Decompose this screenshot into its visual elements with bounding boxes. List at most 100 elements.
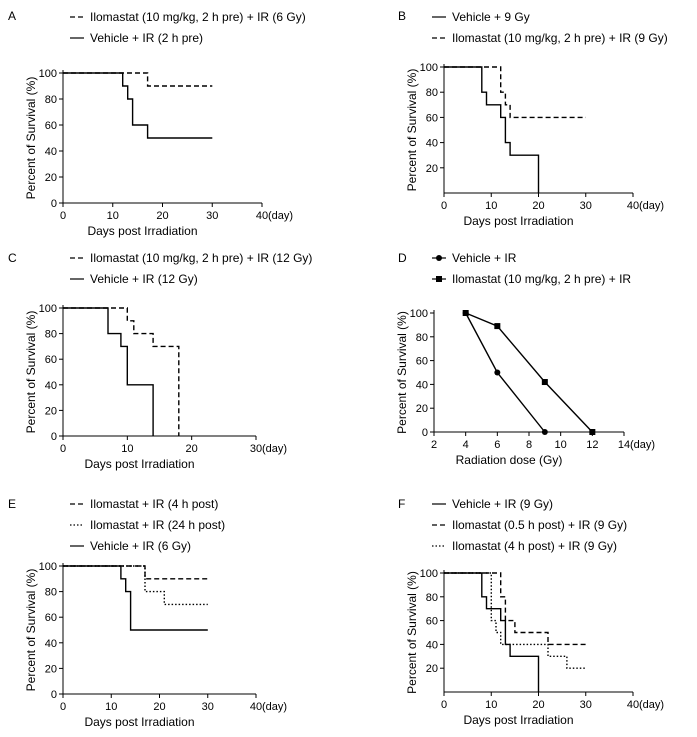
y-tick-label: 60 bbox=[45, 612, 57, 624]
panel-label: C bbox=[8, 251, 17, 265]
y-axis-label: Percent of Survival (%) bbox=[24, 311, 38, 434]
series-line-2 bbox=[63, 565, 208, 606]
data-point bbox=[462, 310, 469, 316]
x-tick-label: 20 bbox=[156, 210, 168, 222]
y-tick-label: 60 bbox=[416, 356, 428, 368]
x-tick-label: 10 bbox=[107, 210, 119, 222]
panel-label: E bbox=[8, 497, 16, 511]
panel-c: C Ilomastat (10 mg/kg, 2 h pre) + IR (12 … bbox=[8, 251, 312, 471]
x-tick-label: 10 bbox=[105, 701, 117, 713]
y-tick-label: 100 bbox=[420, 568, 438, 580]
y-tick-label: 100 bbox=[420, 62, 438, 74]
y-tick-label: 0 bbox=[51, 689, 57, 701]
y-axis-label: Percent of Survival (%) bbox=[405, 571, 419, 694]
x-tick-label: 30 bbox=[580, 200, 592, 212]
x-tick-label: 30 bbox=[580, 699, 592, 711]
panel-label: D bbox=[398, 251, 407, 265]
y-tick-label: 40 bbox=[426, 138, 438, 150]
y-tick-label: 60 bbox=[45, 354, 57, 366]
legend-entry: Ilomastat + IR (24 h post) bbox=[70, 518, 225, 532]
y-tick-label: 20 bbox=[426, 163, 438, 175]
x-axis-label: Days post Irradiation bbox=[84, 715, 194, 729]
y-tick-label: 60 bbox=[45, 120, 57, 132]
x-tick-label: 20 bbox=[532, 200, 544, 212]
y-tick-label: 60 bbox=[426, 112, 438, 124]
legend-label: Ilomastat (10 mg/kg, 2 h pre) + IR (9 Gy… bbox=[452, 31, 668, 45]
legend-entry: Vehicle + IR bbox=[432, 251, 517, 265]
y-tick-label: 40 bbox=[416, 379, 428, 391]
x-axis-label: Days post Irradiation bbox=[463, 713, 573, 727]
y-tick-label: 40 bbox=[45, 146, 57, 158]
series-line-3 bbox=[63, 565, 208, 631]
x-tick-label: 10 bbox=[121, 443, 133, 455]
data-point bbox=[541, 429, 548, 435]
legend-label: Vehicle + IR (2 h pre) bbox=[90, 31, 203, 45]
data-point bbox=[494, 369, 501, 376]
series-line-2 bbox=[63, 72, 213, 139]
panel-e: E Ilomastat + IR (4 h post) Ilomastat + IR… bbox=[8, 497, 287, 729]
legend-label: Vehicle + IR (9 Gy) bbox=[452, 497, 553, 511]
series-line-1 bbox=[63, 565, 208, 580]
legend-label: Vehicle + IR (6 Gy) bbox=[90, 539, 191, 553]
y-tick-label: 40 bbox=[45, 638, 57, 650]
x-tick-label: 40 bbox=[250, 701, 262, 713]
x-tick-label: 0 bbox=[60, 701, 66, 713]
x-unit-label: (day) bbox=[639, 699, 664, 711]
panel-b: B Vehicle + 9 Gy Ilomastat (10 mg/kg, 2 h … bbox=[398, 9, 668, 228]
y-tick-label: 0 bbox=[51, 431, 57, 443]
x-tick-label: 0 bbox=[60, 210, 66, 222]
panel-a: A Ilomastat (10 mg/kg, 2 h pre) + IR (6 G… bbox=[8, 9, 306, 238]
y-tick-label: 100 bbox=[39, 561, 57, 573]
legend-entry: Vehicle + IR (6 Gy) bbox=[70, 539, 191, 553]
series-line-1 bbox=[444, 66, 540, 193]
x-unit-label: (day) bbox=[268, 210, 293, 222]
legend-label: Ilomastat + IR (24 h post) bbox=[90, 518, 225, 532]
x-tick-label: 30 bbox=[206, 210, 218, 222]
legend-marker-circle bbox=[436, 255, 442, 261]
y-tick-label: 80 bbox=[426, 592, 438, 604]
legend-label: Ilomastat (10 mg/kg, 2 h pre) + IR (12 G… bbox=[90, 251, 312, 265]
legend-entry: Ilomastat + IR (4 h post) bbox=[70, 497, 218, 511]
legend-entry: Ilomastat (4 h post) + IR (9 Gy) bbox=[432, 539, 617, 553]
panel-d: D Vehicle + IR Ilomastat (10 mg/kg, 2 h pr… bbox=[395, 251, 655, 467]
y-tick-label: 100 bbox=[39, 303, 57, 315]
legend-label: Vehicle + 9 Gy bbox=[452, 10, 530, 24]
y-tick-label: 20 bbox=[416, 403, 428, 415]
y-tick-label: 20 bbox=[45, 172, 57, 184]
legend-label: Ilomastat (4 h post) + IR (9 Gy) bbox=[452, 539, 617, 553]
series-line-2 bbox=[444, 572, 586, 646]
y-tick-label: 80 bbox=[45, 94, 57, 106]
series-line-2 bbox=[444, 66, 586, 119]
x-tick-label: 40 bbox=[627, 200, 639, 212]
x-tick-label: 4 bbox=[463, 439, 469, 451]
y-axis-label: Percent of Survival (%) bbox=[395, 311, 409, 434]
x-unit-label: (day) bbox=[630, 439, 655, 451]
x-tick-label: 40 bbox=[627, 699, 639, 711]
x-tick-label: 14 bbox=[618, 439, 630, 451]
series-line-1 bbox=[444, 572, 540, 692]
legend-entry: Vehicle + 9 Gy bbox=[432, 10, 530, 24]
series-line-2 bbox=[465, 312, 593, 433]
legend-label: Vehicle + IR (12 Gy) bbox=[90, 272, 198, 286]
x-tick-label: 20 bbox=[186, 443, 198, 455]
x-tick-label: 12 bbox=[586, 439, 598, 451]
x-tick-label: 0 bbox=[441, 200, 447, 212]
legend-entry: Ilomastat (10 mg/kg, 2 h pre) + IR (9 Gy… bbox=[432, 31, 668, 45]
data-point bbox=[541, 379, 548, 386]
legend-marker-square bbox=[436, 276, 442, 282]
x-tick-label: 6 bbox=[494, 439, 500, 451]
legend-label: Ilomastat (10 mg/kg, 2 h pre) + IR bbox=[452, 272, 631, 286]
x-tick-label: 10 bbox=[485, 699, 497, 711]
panel-label: F bbox=[398, 497, 405, 511]
series-line-3 bbox=[444, 572, 586, 669]
panel-label: B bbox=[398, 9, 406, 23]
x-axis-label: Radiation dose (Gy) bbox=[456, 453, 563, 467]
y-tick-label: 20 bbox=[426, 663, 438, 675]
x-tick-label: 0 bbox=[441, 699, 447, 711]
legend-label: Ilomastat (10 mg/kg, 2 h pre) + IR (6 Gy… bbox=[90, 10, 306, 24]
x-unit-label: (day) bbox=[639, 200, 664, 212]
x-unit-label: (day) bbox=[262, 701, 287, 713]
x-tick-label: 30 bbox=[250, 443, 262, 455]
data-point bbox=[494, 323, 501, 330]
legend-label: Vehicle + IR bbox=[452, 251, 517, 265]
